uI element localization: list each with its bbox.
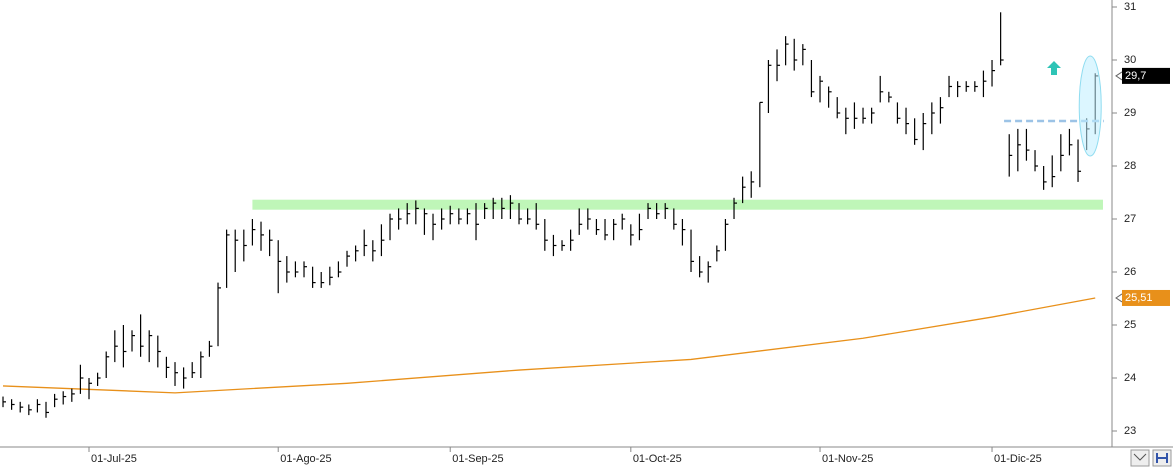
x-tick-label: 01-Jul-25 [91,453,137,465]
moving-average-line [2,297,1096,394]
highlight-ellipse [1078,55,1102,157]
y-tick-label: 24 [1124,372,1136,384]
y-tick-label: 30 [1124,54,1136,66]
x-tick-label: 01-Oct-25 [633,453,682,465]
price-label-box [1122,289,1170,306]
price-label: 29,7 [1125,70,1146,82]
y-tick-label: 26 [1124,266,1136,278]
y-tick-label: 25 [1124,319,1136,331]
x-tick-label: 01-Sep-25 [452,453,503,465]
button[interactable] [1130,449,1150,467]
up-arrow [1047,61,1061,75]
button-icon [1156,453,1168,463]
x-tick-label: 01-Ago-25 [280,453,331,465]
button-icon [1133,453,1147,461]
price-pointer [1115,71,1123,81]
y-tick-label: 27 [1124,213,1136,225]
y-tick-label: 31 [1124,1,1136,13]
support-band [252,199,1103,210]
price-pointer [1115,293,1123,303]
y-tick-label: 23 [1124,425,1136,437]
price-label: 25,51 [1125,292,1153,304]
x-tick-label: 01-Dic-25 [994,453,1042,465]
price-label-box [1122,67,1170,84]
y-tick-label: 28 [1124,160,1136,172]
y-tick-label: 29 [1124,107,1136,119]
x-tick-label: 01-Nov-25 [822,453,873,465]
zoom-buttons[interactable] [1130,449,1172,467]
